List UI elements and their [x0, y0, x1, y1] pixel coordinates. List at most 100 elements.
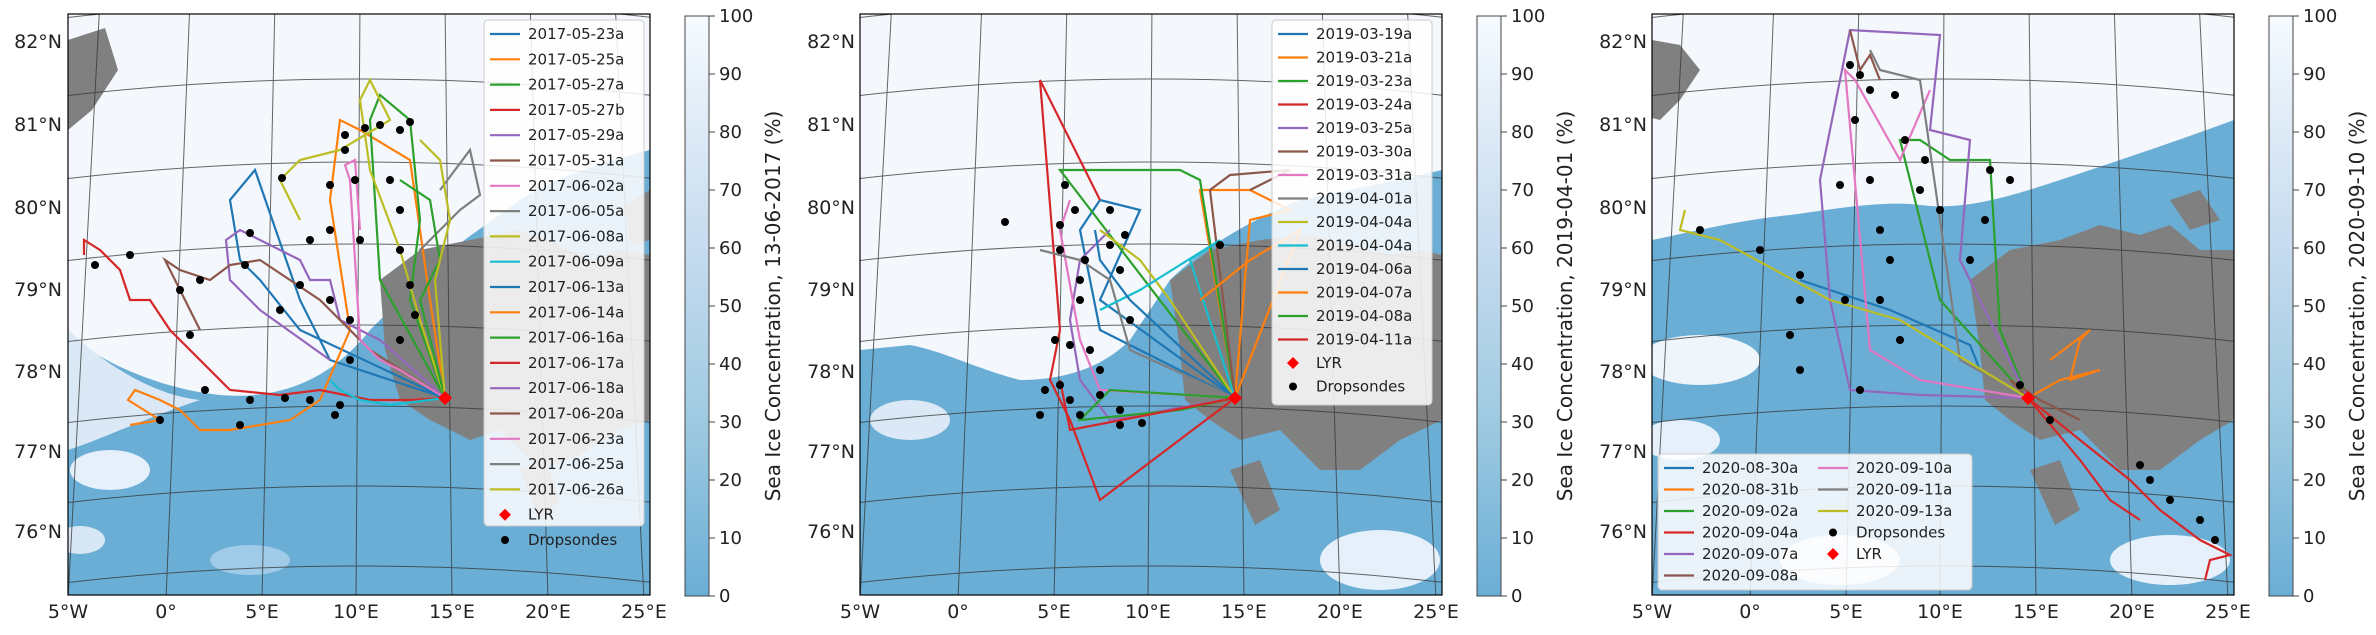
- legend-label: 2017-06-08a: [528, 227, 624, 245]
- dropsonde-marker: [1076, 296, 1084, 304]
- dropsonde-marker: [1841, 296, 1849, 304]
- flight-track: [418, 147, 482, 399]
- flight-track: [419, 139, 452, 399]
- flight-track: [1869, 49, 2029, 399]
- colorbar-tick-label: 90: [1511, 64, 1534, 85]
- lon-labels-3: 5°W 0° 5°E 10°E 15°E 20°E 25°E: [1632, 601, 2251, 623]
- dropsonde-marker: [1966, 256, 1974, 264]
- dropsonde-marker: [201, 386, 209, 394]
- legend-label: 2017-05-23a: [528, 25, 624, 43]
- lon-label: 0°: [155, 601, 177, 623]
- dropsonde-marker: [1846, 61, 1854, 69]
- colorbar-tick-label: 10: [2303, 528, 2326, 549]
- lon-label: 25°E: [1413, 601, 1459, 623]
- lon-label: 20°E: [525, 601, 571, 623]
- colorbar-label: Sea Ice Concentration, 2019-04-01 (%): [1553, 111, 1577, 502]
- colorbar-tick-label: 30: [719, 412, 742, 433]
- lon-label: 10°E: [1125, 601, 1171, 623]
- legend-label: 2017-05-29a: [528, 126, 624, 144]
- dropsonde-marker: [1116, 406, 1124, 414]
- legend-2: 2019-03-19a 2019-03-21a 2019-03-23a 2019-03…: [1271, 19, 1433, 406]
- colorbar-tick-label: 30: [2303, 412, 2326, 433]
- dropsonde-marker: [1886, 256, 1894, 264]
- lon-labels-2: 5°W 0° 5°E 10°E 15°E 20°E 25°E: [840, 601, 1459, 623]
- legend-label: 2020-08-30a: [1702, 459, 1798, 477]
- dropsonde-marker: [356, 236, 364, 244]
- flight-track: [1038, 79, 1236, 502]
- dropsonde-marker: [346, 356, 354, 364]
- lat-label: 80°N: [807, 197, 855, 219]
- dropsonde-marker: [1096, 366, 1104, 374]
- legend-label: 2020-09-04a: [1702, 524, 1798, 542]
- lon-label: 25°E: [621, 601, 667, 623]
- legend-entries: 2019-03-19a 2019-03-21a 2019-03-23a 2019-03…: [1278, 25, 1412, 396]
- legend-label: 2019-04-04a: [1316, 237, 1412, 255]
- flight-track: [329, 379, 446, 407]
- map-frame-3: [1651, 13, 2235, 596]
- colorbar-tick-label: 40: [719, 354, 742, 375]
- ice-patch: [2110, 535, 2230, 585]
- dropsonde-marker: [336, 401, 344, 409]
- dropsonde-marker: [2146, 476, 2154, 484]
- dropsonde-marker: [396, 206, 404, 214]
- legend-label: 2017-06-02a: [528, 177, 624, 195]
- legend-dropsonde-marker: [1829, 528, 1837, 537]
- flight-track: [1039, 248, 1236, 400]
- dropsonde-marker: [396, 246, 404, 254]
- legend-label: 2017-06-26a: [528, 480, 624, 498]
- legend-label: 2019-04-01a: [1316, 190, 1412, 208]
- colorbar-label: Sea Ice Concentration, 13-06-2017 (%): [761, 111, 785, 502]
- colorbar-tick-label: 50: [1511, 296, 1534, 317]
- legend-label: 2019-04-08a: [1316, 307, 1412, 325]
- flight-tracks-2: [1038, 79, 1303, 502]
- dropsonde-marker: [246, 229, 254, 237]
- ice-patch: [210, 545, 290, 575]
- dropsonde-marker: [156, 416, 164, 424]
- legend-box: [1271, 19, 1433, 406]
- colorbar-tick-label: 60: [2303, 238, 2326, 259]
- legend-label: Dropsondes: [1316, 378, 1405, 396]
- legend-lyr-marker: [1827, 548, 1839, 560]
- dropsonde-marker: [1076, 276, 1084, 284]
- lat-labels-1: 82°N 81°N 80°N 79°N 78°N 77°N 76°N: [14, 31, 62, 543]
- dropsonde-marker: [1921, 156, 1929, 164]
- dropsonde-marker: [1116, 421, 1124, 429]
- legend-label: 2017-06-17a: [528, 354, 624, 372]
- colorbar-tick-label: 60: [1511, 238, 1534, 259]
- colorbar-tick-label: 50: [2303, 296, 2326, 317]
- colorbar-tick-label: 10: [1511, 528, 1534, 549]
- legend-label: 2017-05-31a: [528, 152, 624, 170]
- dropsonde-marker: [1936, 206, 1944, 214]
- land-patch: [2170, 190, 2220, 230]
- colorbar-tick-label: 80: [1511, 122, 1534, 143]
- legend-label: 2017-05-27a: [528, 76, 624, 94]
- dropsonde-marker: [1901, 136, 1909, 144]
- flight-tracks-1: [82, 77, 482, 432]
- colorbar-tick-label: 70: [2303, 180, 2326, 201]
- lat-label: 76°N: [1599, 521, 1647, 543]
- flight-track: [1068, 229, 1236, 422]
- ice-patch: [870, 400, 950, 440]
- legend-label: LYR: [1856, 545, 1882, 563]
- dropsonde-marker: [1056, 381, 1064, 389]
- lat-label: 81°N: [14, 114, 62, 136]
- dropsonde-marker: [1216, 241, 1224, 249]
- colorbar-3: 0 10 20 30 40 50 60 70 80 90 100 Sea Ice Concentra…: [2268, 6, 2369, 607]
- lat-label: 76°N: [807, 521, 855, 543]
- legend-label: LYR: [1316, 354, 1342, 372]
- dropsonde-marker: [1106, 241, 1114, 249]
- dropsonde-marker: [1981, 216, 1989, 224]
- dropsonde-marker: [326, 226, 334, 234]
- colorbar: [1476, 15, 1502, 597]
- dropsonde-marker: [346, 316, 354, 324]
- panel-2: 82°N 81°N 80°N 79°N 78°N 77°N 76°N 5°W 0…: [807, 6, 1577, 623]
- legend-label: 2017-06-25a: [528, 455, 624, 473]
- lon-label: 5°E: [1829, 601, 1863, 623]
- lat-label: 78°N: [1599, 361, 1647, 383]
- lat-label: 77°N: [14, 441, 62, 463]
- legend-label: 2020-09-10a: [1856, 459, 1952, 477]
- dropsonde-marker: [91, 261, 99, 269]
- legend-lyr-marker: [499, 508, 511, 521]
- dropsonde-marker: [1066, 341, 1074, 349]
- legend-label: 2019-03-19a: [1316, 25, 1412, 43]
